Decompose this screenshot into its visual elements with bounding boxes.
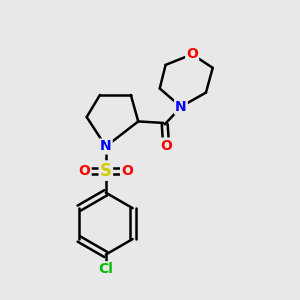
Text: O: O <box>79 164 91 178</box>
Text: O: O <box>160 139 172 153</box>
Text: O: O <box>186 47 198 61</box>
Text: N: N <box>100 140 112 154</box>
Text: Cl: Cl <box>98 262 113 276</box>
Text: O: O <box>121 164 133 178</box>
Text: S: S <box>100 162 112 180</box>
Text: N: N <box>175 100 187 114</box>
